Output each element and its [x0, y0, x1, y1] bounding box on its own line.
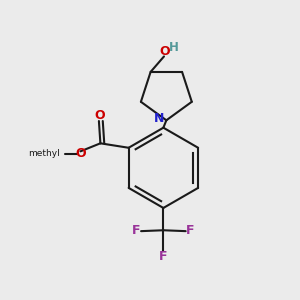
Text: F: F: [132, 224, 141, 237]
Text: F: F: [159, 250, 168, 263]
Text: O: O: [76, 147, 86, 160]
Text: methyl: methyl: [28, 149, 60, 158]
Text: F: F: [186, 224, 195, 237]
Text: N: N: [154, 112, 164, 125]
Text: O: O: [95, 109, 105, 122]
Text: H: H: [169, 41, 178, 54]
Text: O: O: [160, 45, 170, 58]
